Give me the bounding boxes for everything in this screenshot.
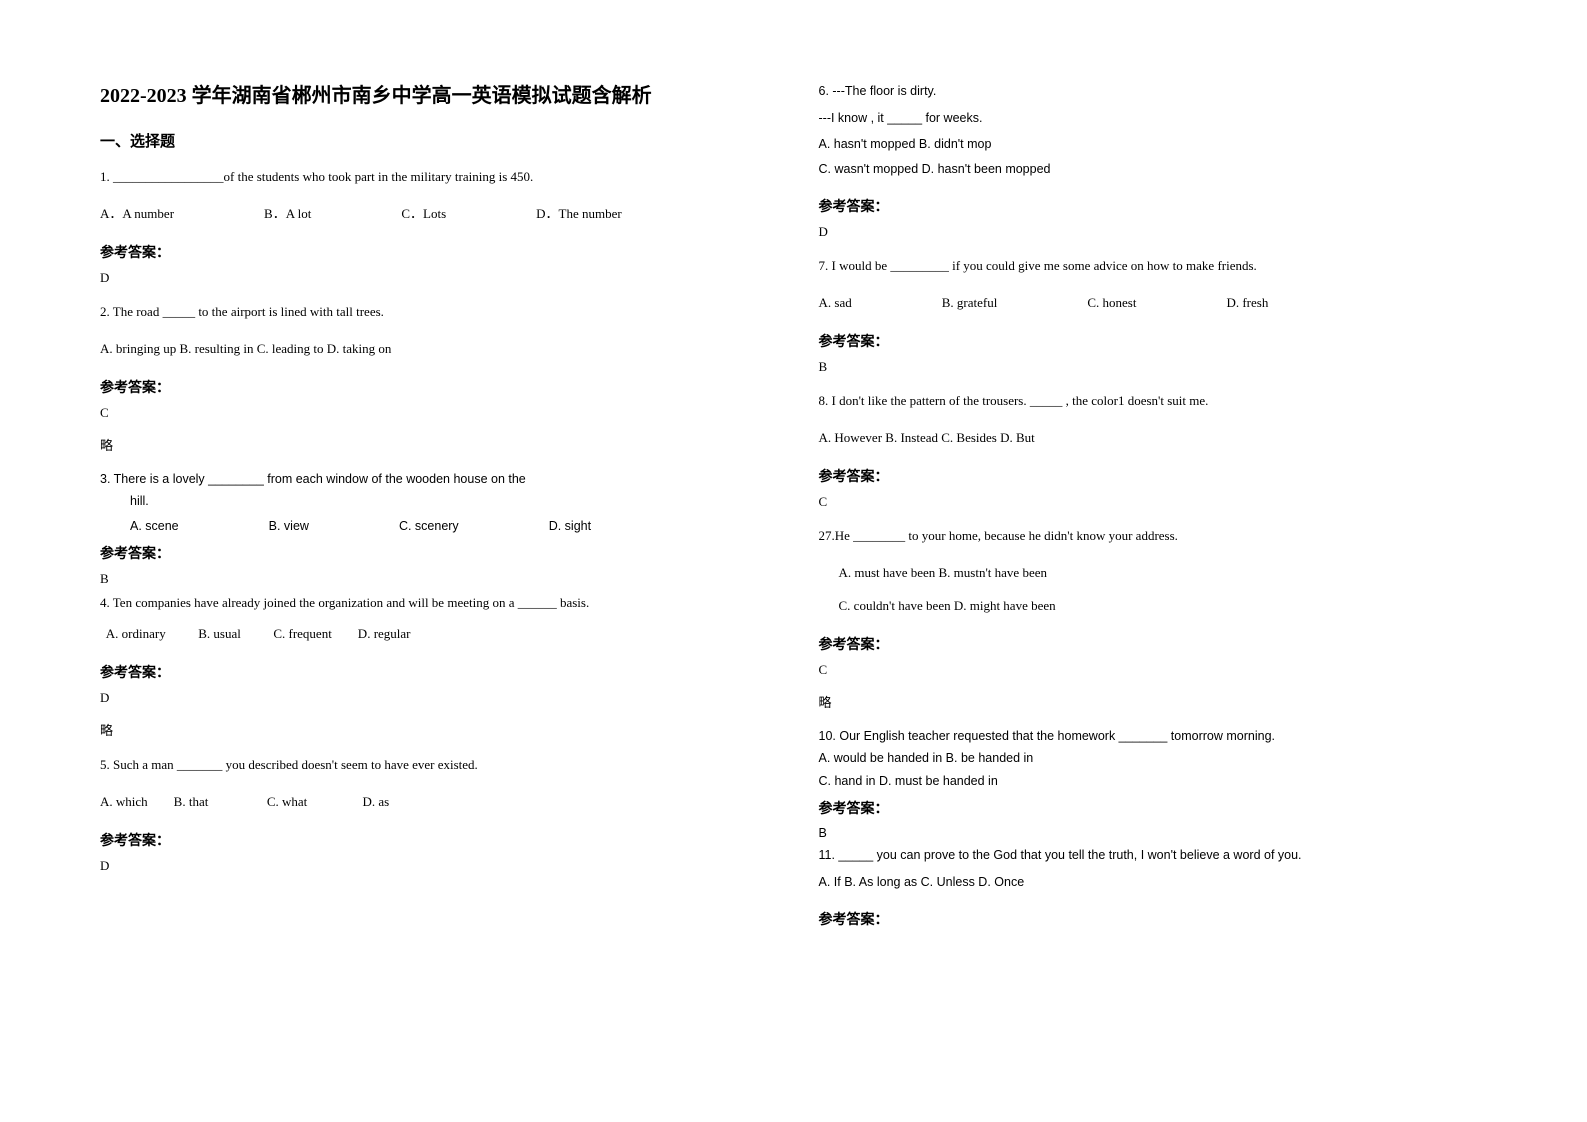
q6-o2: C. wasn't mopped D. hasn't been mopped bbox=[819, 158, 1488, 181]
q9-o2: C. couldn't have been D. might have been bbox=[839, 594, 1488, 617]
q7-opt-a: A. sad bbox=[819, 291, 852, 314]
q11-options: A. If B. As long as C. Unless D. Once bbox=[819, 871, 1488, 894]
q5-options: A. which B. that C. what D. as bbox=[100, 790, 769, 813]
q7-ans-label: 参考答案： bbox=[819, 331, 1488, 351]
q1-options: A．A number B．A lot C．Lots D．The number bbox=[100, 202, 769, 225]
q3-options: A. scene B. view C. scenery D. sight bbox=[130, 515, 769, 538]
q2-ans-label: 参考答案： bbox=[100, 377, 769, 397]
q2-text: 2. The road _____ to the airport is line… bbox=[100, 300, 769, 323]
q8-ans: C bbox=[819, 494, 1488, 510]
q3-opt-a: A. scene bbox=[130, 515, 179, 538]
q7-ans: B bbox=[819, 359, 1488, 375]
q9-text: 27.He ________ to your home, because he … bbox=[819, 524, 1488, 547]
q9-ans: C bbox=[819, 662, 1488, 678]
q8-ans-label: 参考答案： bbox=[819, 466, 1488, 486]
q8-options: A. However B. Instead C. Besides D. But bbox=[819, 426, 1488, 449]
q10-text: 10. Our English teacher requested that t… bbox=[819, 725, 1488, 748]
q10-ans-label: 参考答案： bbox=[819, 798, 1488, 818]
q10-o2: C. hand in D. must be handed in bbox=[819, 770, 1488, 793]
q1-ans-label: 参考答案： bbox=[100, 242, 769, 262]
q3-text: 3. There is a lovely ________ from each … bbox=[100, 468, 769, 491]
q4-ans: D bbox=[100, 690, 769, 706]
q5-text: 5. Such a man _______ you described does… bbox=[100, 753, 769, 776]
q6-l2: ---I know , it _____ for weeks. bbox=[819, 107, 1488, 130]
section-heading: 一、选择题 bbox=[100, 130, 769, 151]
q10-ans: B bbox=[819, 826, 1488, 840]
q6-ans-label: 参考答案： bbox=[819, 196, 1488, 216]
q4-note: 略 bbox=[100, 720, 769, 739]
q1-opt-b: B．A lot bbox=[264, 202, 311, 225]
q4-ans-label: 参考答案： bbox=[100, 662, 769, 682]
q5-ans-label: 参考答案： bbox=[100, 830, 769, 850]
doc-title: 2022-2023 学年湖南省郴州市南乡中学高一英语模拟试题含解析 bbox=[100, 80, 769, 112]
q4-text: 4. Ten companies have already joined the… bbox=[100, 591, 769, 614]
q11-text: 11. _____ you can prove to the God that … bbox=[819, 844, 1488, 867]
q7-options: A. sad B. grateful C. honest D. fresh bbox=[819, 291, 1488, 314]
q2-note: 略 bbox=[100, 435, 769, 454]
q4-options: A. ordinary B. usual C. frequent D. regu… bbox=[100, 622, 769, 645]
q3-opt-d: D. sight bbox=[549, 515, 591, 538]
q7-opt-c: C. honest bbox=[1087, 291, 1136, 314]
q1-text: 1. _________________of the students who … bbox=[100, 165, 769, 188]
q10-o1: A. would be handed in B. be handed in bbox=[819, 747, 1488, 770]
q1-opt-a: A．A number bbox=[100, 202, 174, 225]
left-column: 2022-2023 学年湖南省郴州市南乡中学高一英语模拟试题含解析 一、选择题 … bbox=[100, 80, 769, 1082]
q3-ans: B bbox=[100, 571, 769, 587]
right-column: 6. ---The floor is dirty. ---I know , it… bbox=[819, 80, 1488, 1082]
q2-ans: C bbox=[100, 405, 769, 421]
q7-opt-b: B. grateful bbox=[942, 291, 998, 314]
q9-ans-label: 参考答案： bbox=[819, 634, 1488, 654]
q6-ans: D bbox=[819, 224, 1488, 240]
q6-o1: A. hasn't mopped B. didn't mop bbox=[819, 133, 1488, 156]
q3-text2: hill. bbox=[130, 490, 769, 513]
q7-text: 7. I would be _________ if you could giv… bbox=[819, 254, 1488, 277]
q6-l1: 6. ---The floor is dirty. bbox=[819, 80, 1488, 103]
q7-opt-d: D. fresh bbox=[1226, 291, 1268, 314]
q8-text: 8. I don't like the pattern of the trous… bbox=[819, 389, 1488, 412]
q9-o1: A. must have been B. mustn't have been bbox=[839, 561, 1488, 584]
q9-note: 略 bbox=[819, 692, 1488, 711]
q1-ans: D bbox=[100, 270, 769, 286]
q3-opt-c: C. scenery bbox=[399, 515, 459, 538]
q3-opt-b: B. view bbox=[269, 515, 309, 538]
q3-ans-label: 参考答案： bbox=[100, 543, 769, 563]
q11-ans-label: 参考答案： bbox=[819, 909, 1488, 929]
q2-options: A. bringing up B. resulting in C. leadin… bbox=[100, 337, 769, 360]
q1-opt-d: D．The number bbox=[536, 202, 622, 225]
q5-ans: D bbox=[100, 858, 769, 874]
q1-opt-c: C．Lots bbox=[401, 202, 446, 225]
